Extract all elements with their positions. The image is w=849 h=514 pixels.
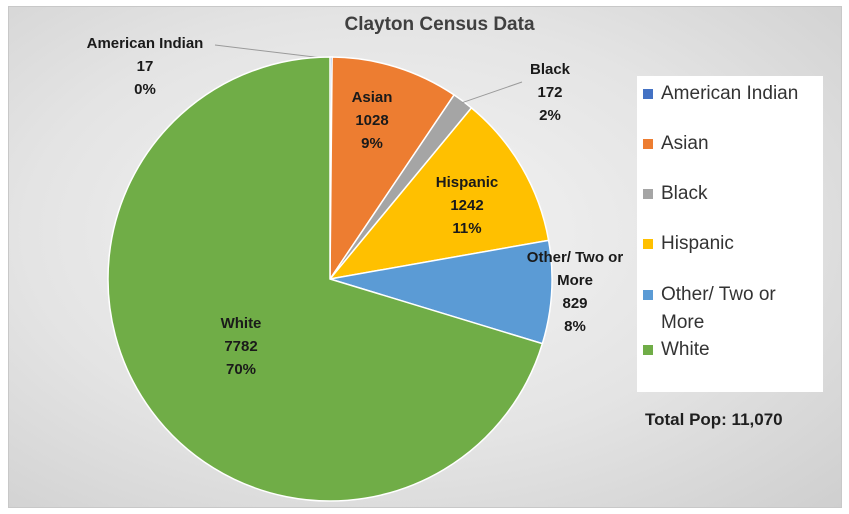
- chart-title: Clayton Census Data: [344, 14, 535, 35]
- legend-label: Hispanic: [661, 233, 734, 254]
- legend-swatch: [643, 189, 653, 199]
- legend-swatch: [643, 345, 653, 355]
- legend-item-american-indian: American Indian: [643, 80, 823, 108]
- data-label-hispanic: Hispanic 1242 11%: [436, 174, 499, 237]
- svg-text:American Indian: American Indian: [87, 35, 204, 52]
- svg-text:9%: 9%: [361, 135, 383, 152]
- legend-swatch: [643, 89, 653, 99]
- legend-item-asian: Asian: [643, 130, 823, 158]
- svg-text:70%: 70%: [226, 361, 256, 378]
- legend-swatch: [643, 239, 653, 249]
- legend-item-hispanic: Hispanic: [643, 230, 823, 258]
- data-label-other-two-or-more: Other/ Two or More 829 8%: [527, 249, 624, 335]
- data-label-american-indian: American Indian 17 0%: [87, 35, 204, 98]
- svg-text:1242: 1242: [450, 197, 483, 214]
- svg-text:1028: 1028: [355, 112, 388, 129]
- svg-text:Other/ Two or: Other/ Two or: [527, 249, 624, 266]
- leader-line-black: [461, 81, 523, 104]
- svg-text:829: 829: [562, 295, 587, 312]
- svg-text:11%: 11%: [452, 220, 481, 237]
- legend: American Indian Asian Black Hispanic Other/ …: [637, 76, 823, 392]
- svg-text:White: White: [221, 315, 262, 332]
- svg-text:7782: 7782: [224, 338, 257, 355]
- legend-swatch: [643, 290, 653, 300]
- svg-text:17: 17: [137, 58, 154, 75]
- svg-text:172: 172: [537, 84, 562, 101]
- legend-label: Other/ Two or More: [661, 284, 776, 333]
- data-label-white: White 7782 70%: [221, 315, 262, 378]
- legend-label: Asian: [661, 133, 709, 154]
- legend-label: White: [661, 339, 710, 360]
- leader-line-american-indian: [214, 44, 332, 60]
- legend-label: Black: [661, 183, 708, 204]
- svg-text:More: More: [557, 272, 593, 289]
- pie-slice-asian: [329, 56, 456, 282]
- legend-swatch: [643, 139, 653, 149]
- total-population-note: Total Pop: 11,070: [645, 410, 783, 429]
- legend-item-white: White: [643, 336, 823, 364]
- data-label-black: Black 172 2%: [530, 61, 571, 124]
- legend-item-black: Black: [643, 180, 823, 208]
- pie-slice-hispanic: [328, 106, 550, 281]
- pie-slice-other-two-or-more: [329, 239, 553, 345]
- legend-item-other-two-or-more: Other/ Two or More: [643, 281, 823, 337]
- svg-text:Hispanic: Hispanic: [436, 174, 499, 191]
- svg-text:Asian: Asian: [352, 89, 393, 106]
- svg-text:2%: 2%: [539, 107, 561, 124]
- legend-label: American Indian: [661, 83, 799, 104]
- svg-text:8%: 8%: [564, 318, 586, 335]
- data-label-asian: Asian 1028 9%: [352, 89, 393, 152]
- svg-text:0%: 0%: [134, 81, 156, 98]
- svg-text:Black: Black: [530, 61, 571, 78]
- pie-slice-white: [107, 56, 544, 502]
